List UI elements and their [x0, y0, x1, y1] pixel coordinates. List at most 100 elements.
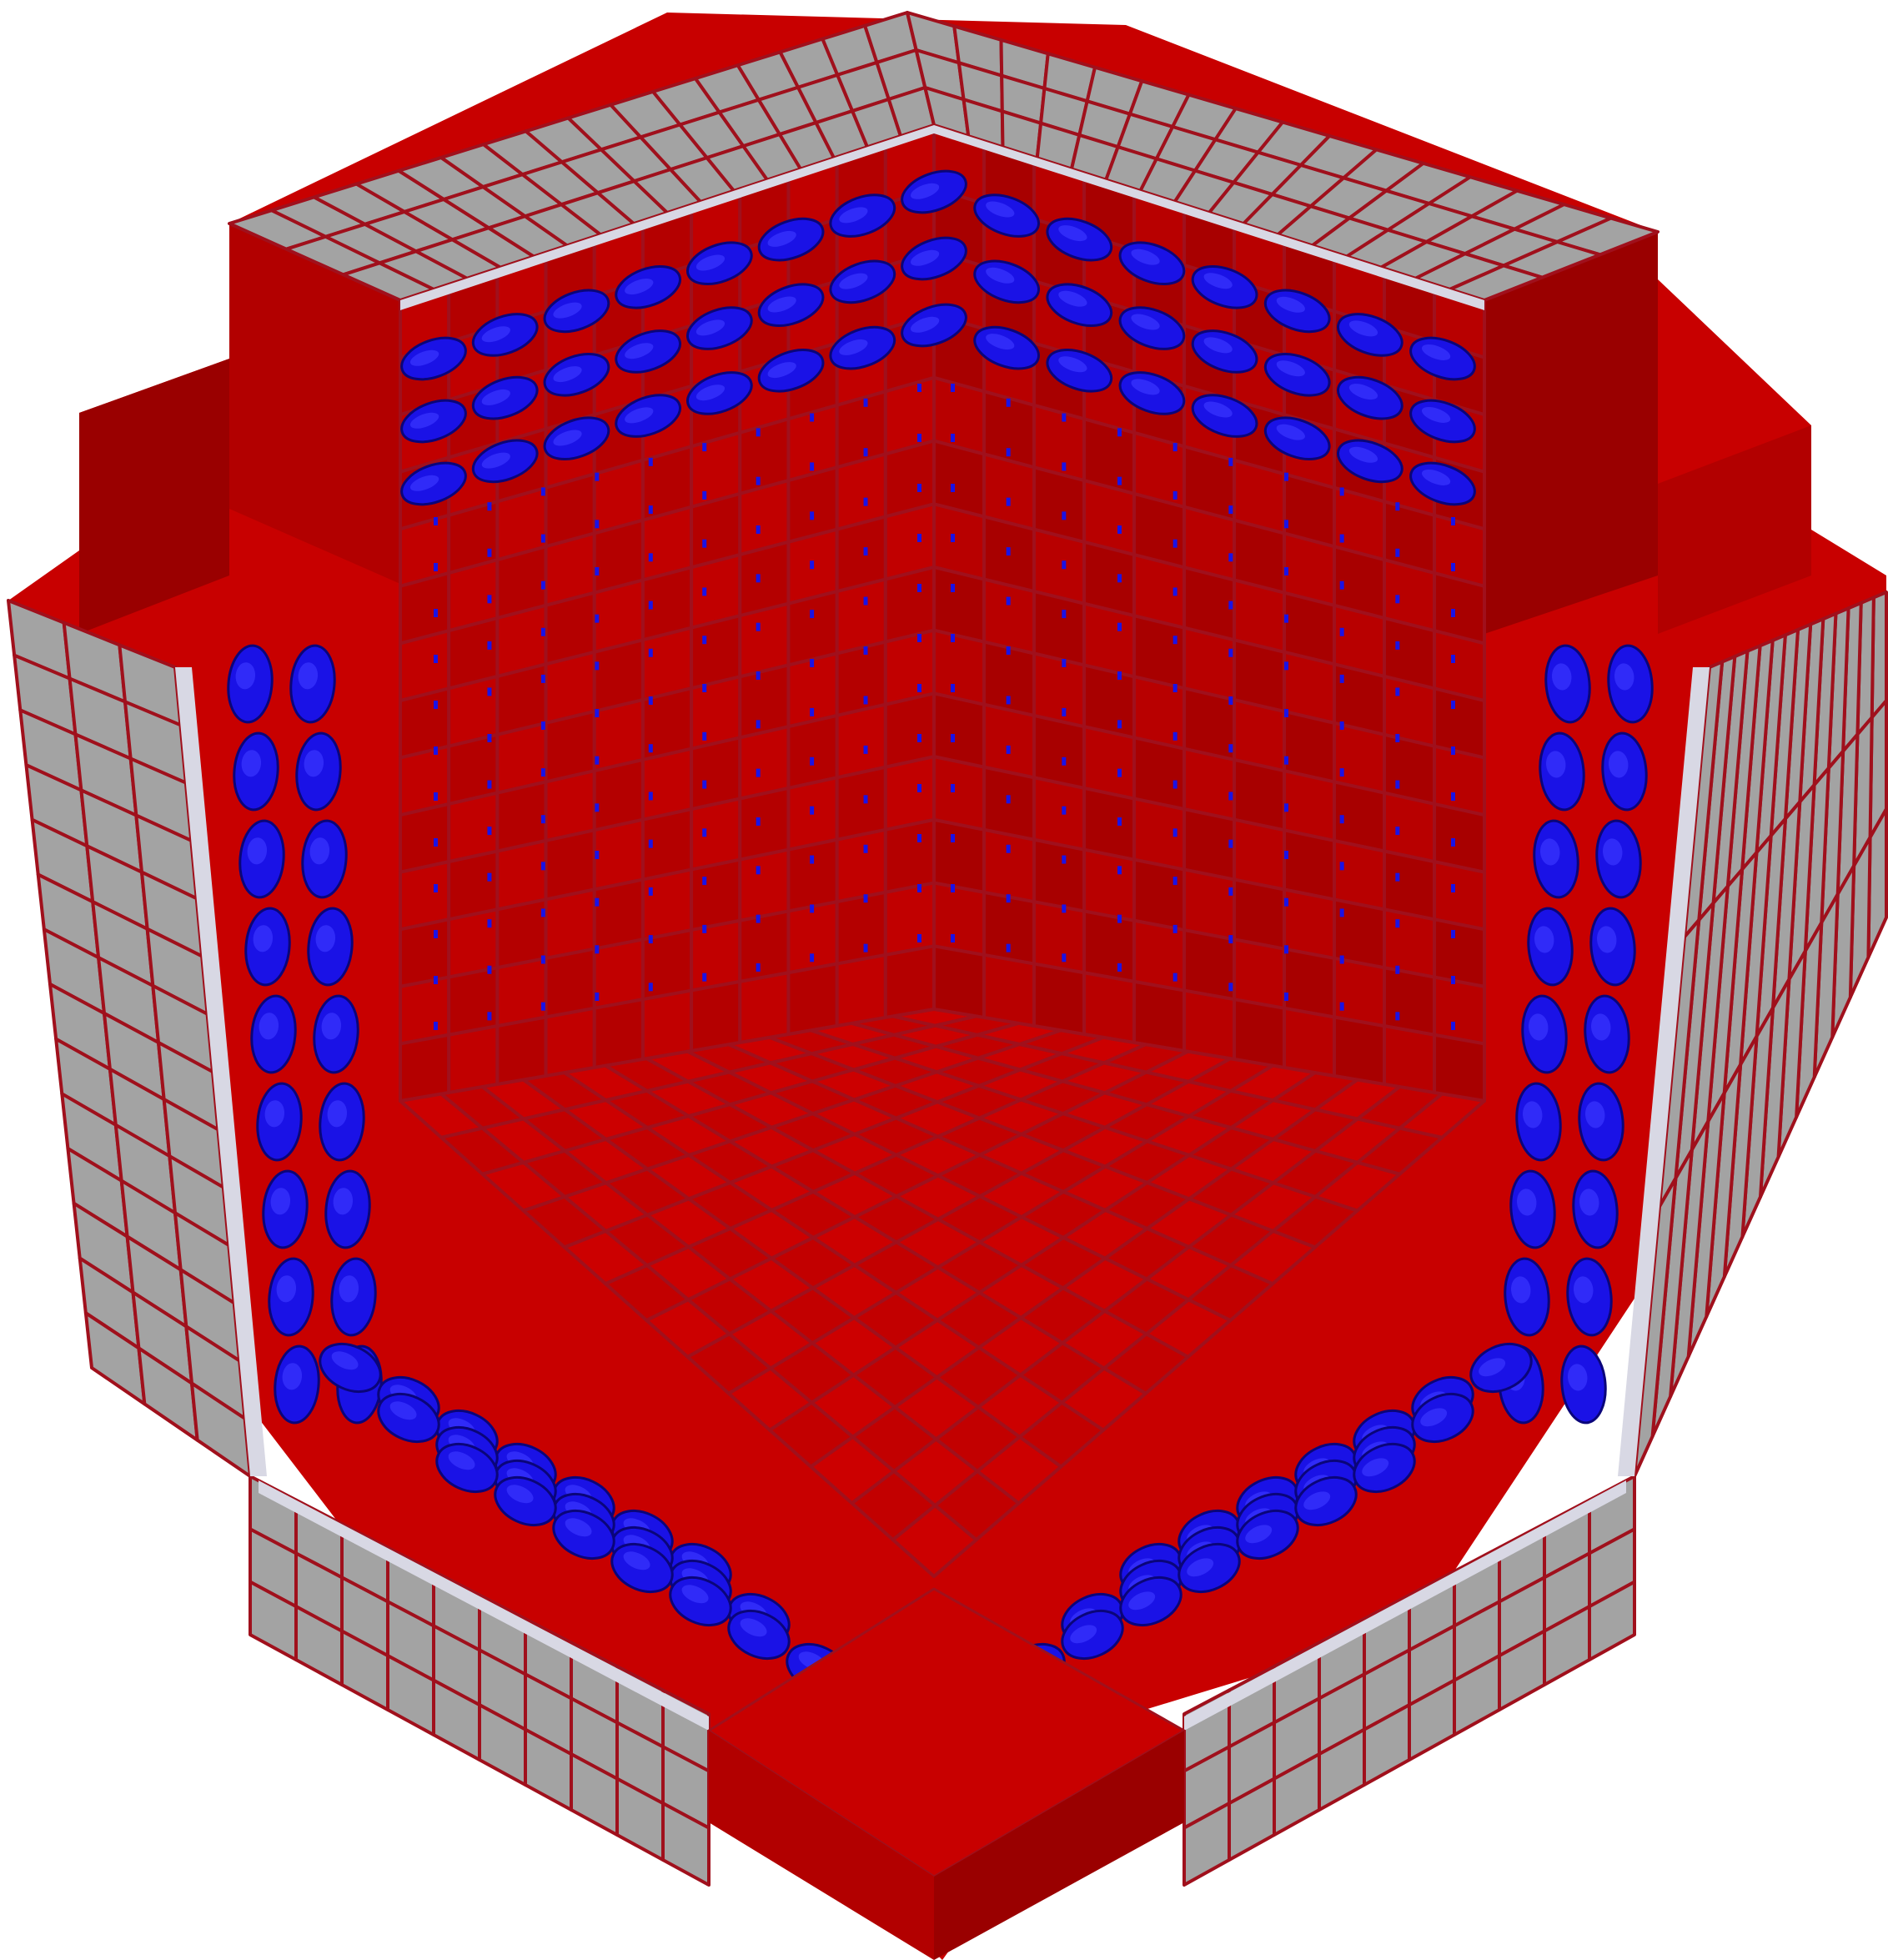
blue-particle: [1451, 517, 1455, 525]
interior-left-wall-cell: [690, 857, 742, 932]
blue-particle: [1228, 983, 1233, 992]
blue-particle: [1172, 636, 1177, 645]
blue-particle: [1006, 497, 1011, 506]
blue-particle: [648, 744, 653, 753]
blue-particle: [487, 919, 492, 928]
interior-left-wall-cell: [592, 998, 645, 1069]
blue-particle: [1469, 1342, 1533, 1394]
blue-particle: [1337, 313, 1403, 357]
blue-particle: [648, 505, 653, 515]
blue-particle: [951, 734, 955, 742]
blue-particle: [540, 768, 545, 777]
interior-right-wall-cell: [1183, 867, 1236, 942]
blue-particle: [1395, 872, 1400, 882]
interior-right-wall-cell: [932, 628, 986, 706]
interior-right-wall-cell: [1333, 838, 1386, 912]
blue-particle: [648, 648, 653, 657]
blue-particle: [702, 877, 707, 886]
interior-left-wall-cell: [883, 691, 936, 769]
interior-left-wall-cell: [447, 1024, 500, 1094]
front-block-left: [709, 1731, 934, 1960]
blue-particle: [648, 792, 653, 801]
blue-particle: [863, 943, 868, 952]
blue-particle: [540, 908, 545, 917]
interior-left-wall-cell: [592, 877, 645, 951]
interior-left-wall-cell: [738, 786, 791, 862]
blue-particle: [1228, 457, 1233, 466]
blue-particle: [973, 325, 1040, 370]
interior-left-wall-cell: [690, 736, 742, 812]
blue-particle: [595, 661, 600, 671]
blue-particle: [1118, 241, 1186, 286]
blue-particle: [1062, 413, 1067, 422]
blue-particle: [1062, 707, 1067, 716]
blue-particle: [1263, 416, 1331, 461]
blue-particle: [1172, 924, 1177, 933]
blue-particle: [1560, 1344, 1607, 1425]
blue-particle: [1395, 965, 1400, 974]
blue-particle: [1409, 336, 1476, 381]
blue-particle: [1395, 502, 1400, 511]
right-tall-block: [1484, 232, 1658, 634]
blue-particle: [1172, 828, 1177, 837]
blue-particle: [757, 217, 825, 262]
blue-particle: [1601, 731, 1648, 812]
blue-particle: [1046, 348, 1113, 393]
interior-right-wall-cell: [1333, 1015, 1386, 1086]
interior-left-wall-cell: [640, 746, 694, 822]
blue-particle: [686, 241, 753, 286]
blue-particle: [1595, 819, 1642, 899]
interior-left-wall-cell: [495, 897, 548, 970]
blue-particle: [487, 595, 492, 604]
blue-particle: [863, 547, 868, 556]
blue-particle: [543, 352, 610, 397]
blue-particle: [1339, 580, 1344, 590]
interior-left-wall-cell: [786, 962, 839, 1036]
interior-left-wall-cell: [495, 956, 548, 1028]
blue-particle: [1263, 352, 1331, 397]
blue-particle: [756, 622, 761, 631]
blue-particle: [917, 384, 921, 392]
blue-particle: [1411, 1392, 1474, 1444]
blue-particle: [901, 236, 967, 281]
blue-particle: [615, 394, 681, 438]
blue-particle: [863, 745, 868, 754]
interior-right-wall-cell: [1383, 1024, 1436, 1094]
blue-particle: [917, 434, 921, 442]
interior-right-wall-cell: [1383, 966, 1436, 1037]
blue-particle: [951, 384, 955, 392]
blue-particle: [301, 819, 348, 899]
blue-particle: [540, 815, 545, 824]
blue-particle: [756, 768, 761, 777]
blue-particle: [1339, 627, 1344, 636]
interior-right-wall-cell: [1233, 817, 1286, 892]
blue-particle: [1451, 838, 1455, 847]
outer-voxel-shell: [7, 11, 1888, 1887]
blue-particle: [702, 731, 707, 741]
interior-right-wall-cell: [1433, 1033, 1486, 1103]
interior-left-wall-cell: [495, 1015, 548, 1086]
blue-particle: [917, 884, 921, 892]
blue-particle: [686, 371, 753, 415]
blue-particle: [756, 476, 761, 485]
blue-particle: [540, 955, 545, 964]
interior-right-wall-cell: [1183, 928, 1236, 1002]
blue-particle: [1395, 1012, 1400, 1021]
blue-particle: [702, 780, 707, 789]
blue-particle: [1395, 827, 1400, 836]
blue-particle: [1584, 994, 1630, 1074]
blue-particle: [1395, 548, 1400, 557]
blue-particle: [756, 914, 761, 923]
blue-particle: [1527, 907, 1574, 987]
blue-particle: [1117, 671, 1122, 680]
blue-particle: [239, 819, 285, 899]
blue-particle: [951, 584, 955, 592]
blue-particle: [973, 259, 1040, 304]
blue-particle: [917, 834, 921, 842]
blue-particle: [487, 872, 492, 882]
interior-right-wall-cell: [1032, 713, 1086, 790]
blue-particle: [1117, 428, 1122, 437]
blue-particle: [487, 734, 492, 742]
blue-particle: [1062, 560, 1067, 570]
